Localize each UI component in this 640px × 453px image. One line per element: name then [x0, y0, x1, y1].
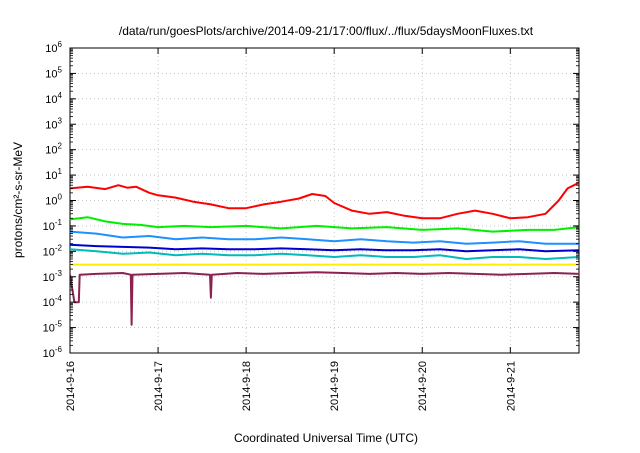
series-line-2 [70, 230, 579, 245]
y-tick-label: 100 [45, 193, 62, 208]
y-tick-label: 10-3 [43, 269, 63, 284]
y-tick-label: 104 [45, 91, 62, 106]
chart-title: /data/run/goesPlots/archive/2014-09-21/1… [119, 24, 534, 38]
series-line-0 [70, 181, 579, 220]
y-tick-label: 103 [45, 116, 62, 131]
y-tick-label: 102 [45, 142, 62, 157]
series-layer [70, 181, 579, 326]
x-tick-label: 2014-9-16 [65, 361, 77, 411]
y-tick-label: 10-4 [43, 294, 63, 309]
grid-layer [70, 48, 579, 353]
y-tick-label: 10-1 [43, 218, 63, 233]
x-axis-label: Coordinated Universal Time (UTC) [234, 431, 418, 445]
x-tick-label: 2014-9-20 [417, 361, 429, 411]
x-tick-label: 2014-9-21 [505, 361, 517, 411]
x-tick-label: 2014-9-19 [329, 361, 341, 411]
y-tick-label: 105 [45, 65, 62, 80]
series-line-1 [70, 216, 579, 233]
series-line-3 [70, 243, 579, 253]
x-tick-label: 2014-9-18 [241, 361, 253, 411]
y-tick-layer: 106 105 104 103 102 101 100 10-1 10-2 10-3 10-4 10-… [43, 40, 579, 360]
series-line-4 [70, 248, 579, 260]
y-tick-label: 101 [45, 167, 62, 182]
y-tick-label: 106 [45, 40, 62, 55]
y-tick-label: 10-6 [43, 345, 63, 360]
series-line-6 [70, 271, 579, 326]
x-tick-label: 2014-9-17 [153, 361, 165, 411]
y-tick-label: 10-5 [43, 320, 63, 335]
x-tick-layer: 2014-9-16 2014-9-17 2014-9-18 2014-9-19 2014… [65, 48, 517, 411]
y-tick-label: 10-2 [43, 243, 63, 258]
y-axis-label: protons/cm²-s-sr-MeV [11, 142, 25, 258]
